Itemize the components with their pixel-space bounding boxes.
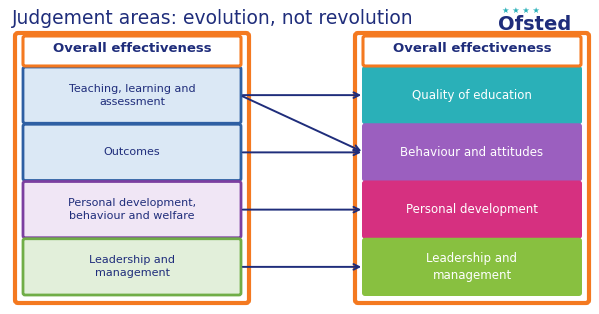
FancyBboxPatch shape — [363, 36, 581, 66]
Text: Judgement areas: evolution, not revolution: Judgement areas: evolution, not revoluti… — [12, 9, 414, 28]
FancyBboxPatch shape — [23, 239, 241, 295]
Text: Overall effectiveness: Overall effectiveness — [393, 42, 551, 56]
Text: Overall effectiveness: Overall effectiveness — [53, 42, 211, 56]
Text: Personal development,
behaviour and welfare: Personal development, behaviour and welf… — [68, 198, 196, 221]
Text: Leadership and
management: Leadership and management — [89, 256, 175, 278]
Text: Outcomes: Outcomes — [104, 147, 161, 157]
Text: Ofsted: Ofsted — [498, 15, 571, 34]
FancyBboxPatch shape — [23, 181, 241, 238]
FancyBboxPatch shape — [15, 33, 249, 303]
Text: ★ ★ ★ ★: ★ ★ ★ ★ — [502, 6, 540, 15]
FancyBboxPatch shape — [23, 67, 241, 123]
Text: Behaviour and attitudes: Behaviour and attitudes — [401, 146, 543, 159]
FancyBboxPatch shape — [362, 181, 582, 239]
FancyBboxPatch shape — [23, 36, 241, 66]
Text: Teaching, learning and
assessment: Teaching, learning and assessment — [69, 84, 195, 106]
FancyBboxPatch shape — [23, 124, 241, 181]
FancyBboxPatch shape — [362, 66, 582, 124]
Text: Personal development: Personal development — [406, 203, 538, 216]
Text: Quality of education: Quality of education — [412, 89, 532, 102]
Text: Leadership and
management: Leadership and management — [426, 252, 518, 282]
FancyBboxPatch shape — [362, 123, 582, 181]
FancyBboxPatch shape — [362, 238, 582, 296]
FancyBboxPatch shape — [355, 33, 589, 303]
